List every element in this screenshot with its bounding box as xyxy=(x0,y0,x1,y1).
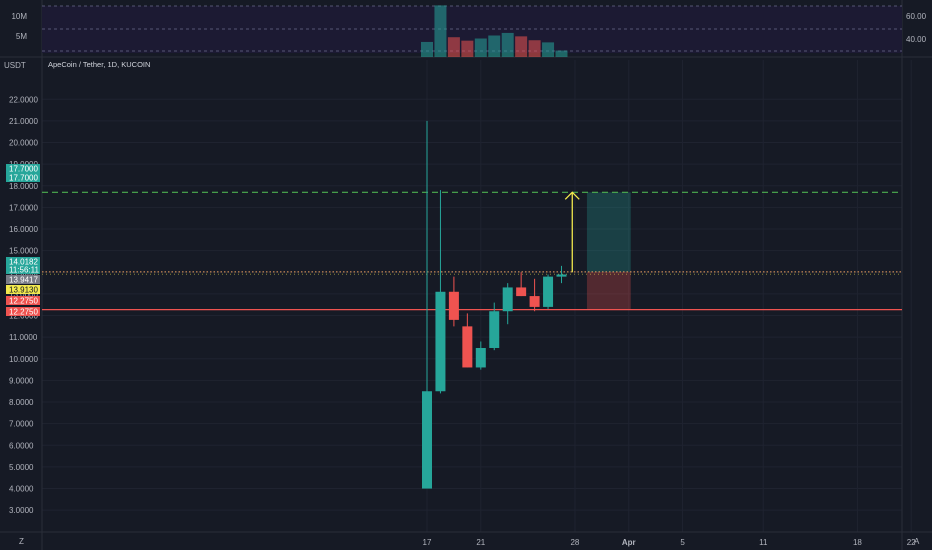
price-tag-label: 14.0182 xyxy=(9,258,38,267)
long-position-tool[interactable] xyxy=(586,192,631,310)
price-tick: 9.0000 xyxy=(9,376,34,385)
candle-body xyxy=(543,276,554,307)
target-arrow[interactable] xyxy=(564,191,580,273)
volume-ma-tick: 40.00 xyxy=(906,35,927,44)
price-tick: 6.0000 xyxy=(9,441,34,450)
time-tick: 17 xyxy=(423,538,432,547)
arrow-head xyxy=(564,191,580,200)
position-profit-zone xyxy=(586,192,631,272)
position-loss-zone xyxy=(586,271,631,310)
price-tick: 21.0000 xyxy=(9,117,38,126)
volume-bar xyxy=(434,5,447,57)
horizontal-levels xyxy=(42,191,902,311)
candle-body xyxy=(462,326,473,368)
candle-body xyxy=(502,287,513,312)
price-tag-label: 13.9417 xyxy=(9,276,38,285)
candle-body xyxy=(435,291,446,392)
candle-body xyxy=(448,291,459,320)
price-tag-bg xyxy=(6,164,40,173)
price-tick: 3.0000 xyxy=(9,506,34,515)
price-tag-bg xyxy=(6,265,40,274)
price-tag-label: 11:56:11 xyxy=(9,266,40,275)
price-tag-label: 17.7000 xyxy=(9,165,38,174)
volume-bar xyxy=(542,42,555,57)
price-tag-bg xyxy=(6,285,40,294)
price-tick: 4.0000 xyxy=(9,485,34,494)
time-tick: 28 xyxy=(570,538,579,547)
price-tick: 13.0000 xyxy=(9,290,38,299)
time-tick: 5 xyxy=(680,538,685,547)
volume-bar xyxy=(501,32,514,57)
price-tag-bg xyxy=(6,296,40,305)
volume-bar xyxy=(515,36,528,57)
candle-body xyxy=(529,296,540,307)
price-tick: 22.0000 xyxy=(9,95,38,104)
time-tick: 18 xyxy=(853,538,862,547)
price-tick: 16.0000 xyxy=(9,225,38,234)
time-tick: 11 xyxy=(759,538,768,547)
price-tag-bg xyxy=(6,173,40,182)
price-tag-bg xyxy=(6,275,40,284)
price-tick: 17.0000 xyxy=(9,203,38,212)
candle-body xyxy=(422,391,432,489)
volume-tick: 10M xyxy=(11,12,27,21)
volume-bar xyxy=(474,38,487,57)
time-tick: 22 xyxy=(907,538,916,547)
price-tick: 15.0000 xyxy=(9,247,38,256)
time-tick: Apr xyxy=(622,538,636,547)
price-tag-label: 12.2750 xyxy=(9,308,38,317)
volume-pane: 10M 5M 60.00 40.00 xyxy=(11,5,927,57)
price-tag-bg xyxy=(6,307,40,316)
price-unit: USDT xyxy=(4,61,26,70)
price-tick: 5.0000 xyxy=(9,463,34,472)
price-tag-bg xyxy=(6,257,40,266)
price-tick: 20.0000 xyxy=(9,139,38,148)
price-tick: 10.0000 xyxy=(9,355,38,364)
candle-body xyxy=(516,287,527,297)
time-tick: 21 xyxy=(476,538,485,547)
price-tick: 8.0000 xyxy=(9,398,34,407)
auto-scale-button[interactable]: A xyxy=(914,537,920,546)
price-tag-label: 12.2750 xyxy=(9,297,38,306)
volume-bar xyxy=(528,40,541,57)
candle-body xyxy=(556,274,567,277)
candle-body xyxy=(475,347,486,368)
symbol-title: ApeCoin / Tether, 1D, KUCOIN xyxy=(48,60,150,69)
price-tag-label: 13.9130 xyxy=(9,286,38,295)
volume-bar xyxy=(555,50,568,57)
price-tag-label: 17.7000 xyxy=(9,174,38,183)
volume-bar xyxy=(488,35,501,57)
footer-z-button[interactable]: Z xyxy=(19,537,24,546)
volume-ma-tick: 60.00 xyxy=(906,12,927,21)
price-tick: 18.0000 xyxy=(9,182,38,191)
price-tick: 11.0000 xyxy=(9,333,38,342)
volume-bar xyxy=(421,41,433,57)
price-tick: 12.0000 xyxy=(9,312,38,321)
volume-bar xyxy=(461,40,474,57)
volume-tick: 5M xyxy=(16,32,27,41)
volume-bar xyxy=(447,37,460,57)
candlestick-series xyxy=(422,120,567,489)
candle-body xyxy=(489,311,500,348)
price-tick: 7.0000 xyxy=(9,420,34,429)
time-axis[interactable]: 17 21 28 Apr 5 11 18 22 xyxy=(423,538,917,547)
